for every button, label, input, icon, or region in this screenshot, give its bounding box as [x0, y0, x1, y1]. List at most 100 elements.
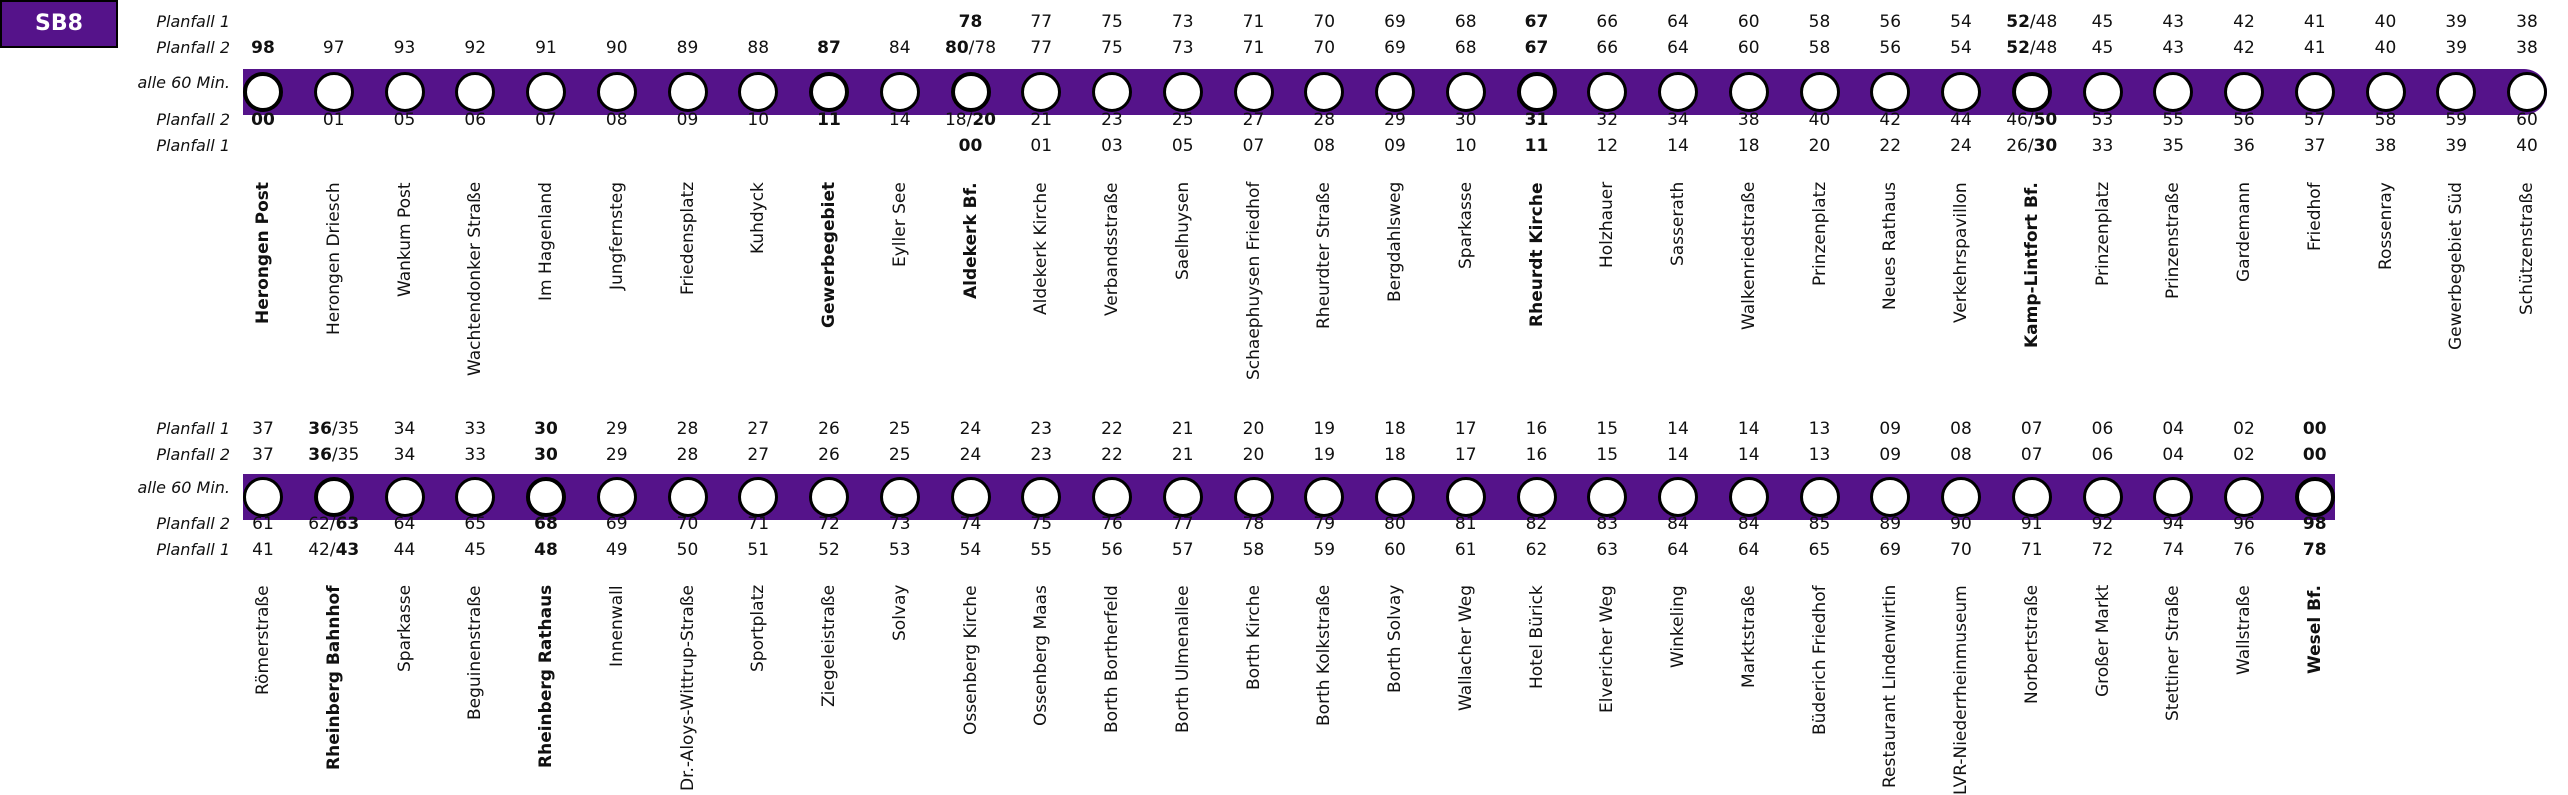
time-bot1: 09 — [1384, 136, 1406, 156]
time-bot2: 07 — [535, 110, 557, 130]
time-bot2: 44 — [1950, 110, 1972, 130]
time-bot2: 31 — [1524, 110, 1549, 130]
time-bot1: 62 — [1525, 540, 1548, 560]
time-bot2: 30 — [1454, 110, 1477, 130]
stop-marker — [1375, 72, 1415, 112]
time-top2: 80/78 — [944, 38, 997, 58]
row-label-p1: Planfall 1 — [156, 12, 230, 31]
time-top1: 45 — [2091, 12, 2114, 32]
time-bot2: 56 — [2233, 110, 2255, 130]
time-top2: 87 — [817, 38, 841, 58]
time-top2: 92 — [464, 38, 487, 58]
time-top2: 18 — [1384, 445, 1406, 465]
stop-name: LVR-Niederrheinmuseum — [1951, 585, 1971, 795]
stop-name: Rheurdt Kirche — [1526, 182, 1547, 327]
stop-name: Verbandsstraße — [1102, 182, 1122, 316]
time-top2: 27 — [747, 445, 770, 465]
time-bot1: 48 — [534, 540, 558, 560]
row-label-p1b: Planfall 1 — [156, 136, 230, 155]
stop-marker — [879, 72, 920, 112]
time-bot1: 74 — [2162, 540, 2185, 560]
time-bot1: 61 — [1454, 540, 1477, 560]
time-top2: 29 — [605, 445, 628, 465]
time-top1: 68 — [1454, 12, 1477, 32]
time-top2: 13 — [1808, 445, 1831, 465]
time-top1: 54 — [1950, 12, 1972, 32]
stop-marker — [2365, 72, 2406, 112]
time-bot1: 20 — [1808, 136, 1831, 156]
time-bot2: 08 — [605, 110, 628, 130]
time-top1: 26 — [818, 419, 840, 439]
time-top2: 54 — [1950, 38, 1972, 58]
row-label-p2b: Planfall 2 — [156, 514, 230, 533]
time-top1: 60 — [1737, 12, 1760, 32]
stop-name: Holzhauer — [1597, 182, 1618, 269]
stop-marker — [596, 477, 637, 517]
time-bot2: 60 — [2516, 110, 2538, 130]
row-label-p2b: Planfall 2 — [156, 110, 230, 129]
stop-marker — [1587, 72, 1628, 112]
stop-marker — [1870, 477, 1911, 517]
time-top2: 40 — [2374, 38, 2397, 58]
time-top1: 52/48 — [2006, 12, 2058, 32]
time-top1: 27 — [747, 419, 770, 439]
time-bot1: 41 — [252, 540, 274, 560]
time-bot2: 82 — [1525, 514, 1548, 534]
stop-marker — [667, 477, 708, 517]
time-bot2: 29 — [1384, 110, 1406, 130]
stop-name: Borth Solvay — [1385, 585, 1405, 694]
time-bot1: 05 — [1171, 136, 1194, 156]
time-top2: 02 — [2233, 445, 2255, 465]
stop-name: Ossenberg Maas — [1031, 585, 1052, 726]
time-top2: 39 — [2445, 38, 2468, 58]
time-top2: 04 — [2162, 445, 2185, 465]
time-bot1: 52 — [818, 540, 840, 560]
stop-name: Herongen Post — [253, 182, 273, 325]
row-label-p2: Planfall 2 — [156, 445, 230, 464]
time-top2: 68 — [1454, 38, 1477, 58]
row-label-p1: Planfall 1 — [156, 419, 230, 438]
stop-name: Innenwall — [606, 585, 627, 667]
stop-marker — [809, 72, 849, 112]
time-bot2: 55 — [2162, 110, 2185, 130]
time-top1: 66 — [1596, 12, 1619, 32]
time-bot1: 01 — [1030, 136, 1053, 156]
time-top2: 36/35 — [308, 445, 360, 465]
time-top2: 91 — [535, 38, 557, 58]
time-top1: 70 — [1313, 12, 1336, 32]
time-top1: 75 — [1101, 12, 1123, 32]
time-top1: 29 — [605, 419, 628, 439]
stop-name: Beguinenstraße — [465, 585, 486, 720]
stop-name: Prinzenplatz — [1809, 182, 1830, 287]
time-top1: 40 — [2374, 12, 2397, 32]
stop-name: Stettiner Straße — [2163, 585, 2184, 721]
time-bot1: 35 — [2162, 136, 2185, 156]
stop-marker — [738, 72, 779, 112]
time-bot2: 42 — [1879, 110, 1902, 130]
time-bot1: 60 — [1384, 540, 1406, 560]
time-bot1: 54 — [959, 540, 982, 560]
time-top1: 15 — [1596, 419, 1619, 439]
stop-marker — [1233, 72, 1274, 112]
time-top2: 52/48 — [2006, 38, 2058, 58]
time-bot1: 07 — [1242, 136, 1265, 156]
time-top2: 09 — [1879, 445, 1902, 465]
time-bot2: 61 — [252, 514, 274, 534]
time-bot1: 71 — [2020, 540, 2043, 560]
time-bot1: 56 — [1101, 540, 1123, 560]
time-top2: 38 — [2516, 38, 2538, 58]
time-top2: 16 — [1525, 445, 1548, 465]
row-label-iv: alle 60 Min. — [137, 478, 230, 497]
time-bot1: 65 — [1808, 540, 1831, 560]
time-bot2: 85 — [1808, 514, 1831, 534]
stop-name: Römerstraße — [253, 585, 273, 695]
time-top2: 60 — [1737, 38, 1760, 58]
stop-marker — [384, 72, 425, 112]
stop-marker — [2224, 72, 2264, 112]
time-top2: 33 — [464, 445, 487, 465]
time-top2: 22 — [1101, 445, 1123, 465]
time-top1: 00 — [2302, 419, 2327, 439]
stop-marker — [2224, 477, 2264, 517]
time-top2: 64 — [1667, 38, 1689, 58]
stop-marker — [879, 477, 920, 517]
